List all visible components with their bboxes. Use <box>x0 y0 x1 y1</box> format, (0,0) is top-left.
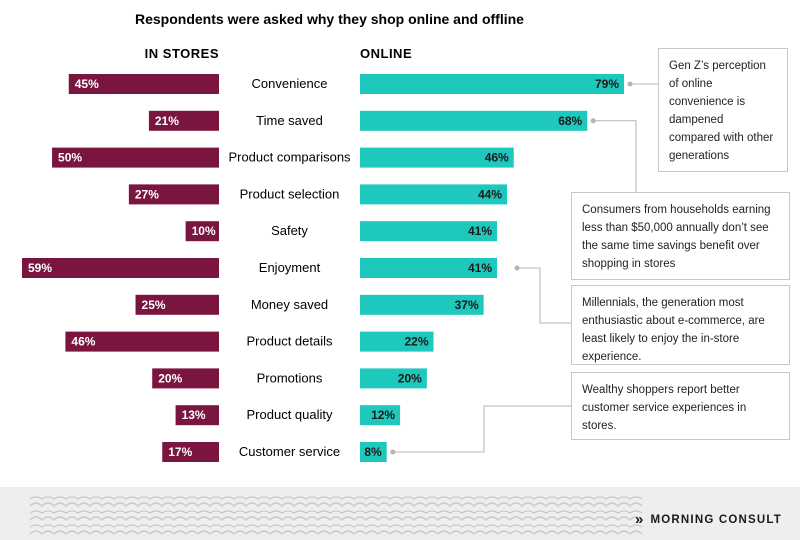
category-label: Customer service <box>239 444 340 459</box>
bar-online <box>360 405 401 426</box>
connector-line <box>593 120 637 192</box>
connector-line <box>517 267 571 324</box>
annotation-gen-z: Gen Z’s perception of online convenience… <box>658 48 788 172</box>
footer-pattern <box>29 496 643 535</box>
bar-in-stores <box>52 147 220 168</box>
category-label: Product details <box>247 334 333 349</box>
annotation-connectors <box>390 81 658 455</box>
bar-in-stores <box>128 184 219 205</box>
label-online: 46% <box>485 151 509 165</box>
connector-dot <box>590 118 596 124</box>
bar-in-stores <box>65 331 220 352</box>
category-label: Product quality <box>247 407 333 422</box>
wave-line <box>29 516 643 521</box>
category-label: Time saved <box>256 113 323 128</box>
label-in-stores: 13% <box>182 408 206 422</box>
wave-line <box>29 496 643 500</box>
bar-in-stores <box>175 405 219 426</box>
label-in-stores: 25% <box>142 298 166 312</box>
bar-in-stores <box>162 442 219 462</box>
label-online: 12% <box>371 408 395 422</box>
label-online: 68% <box>558 114 582 128</box>
label-online: 79% <box>595 77 619 91</box>
bar-online <box>360 442 387 462</box>
label-online: 41% <box>468 261 492 275</box>
label-in-stores: 10% <box>192 224 216 238</box>
connector-line <box>392 405 571 453</box>
brand-mark-icon: » <box>634 511 645 528</box>
chart-title: Respondents were asked why they shop onl… <box>135 11 524 27</box>
label-in-stores: 21% <box>155 114 179 128</box>
bar-in-stores <box>152 368 219 389</box>
category-label: Convenience <box>252 76 328 91</box>
category-label: Product selection <box>240 186 340 201</box>
label-in-stores: 20% <box>158 371 182 385</box>
label-in-stores: 59% <box>28 261 52 275</box>
label-online: 44% <box>478 187 502 201</box>
category-label: Money saved <box>251 297 328 312</box>
label-online: 20% <box>398 371 422 385</box>
bar-online <box>360 368 427 389</box>
wave-line <box>29 524 643 528</box>
bar-online <box>360 147 514 168</box>
bar-online <box>360 258 498 278</box>
footer: » MORNING CONSULT <box>0 487 800 540</box>
bar-in-stores <box>135 294 219 315</box>
label-online: 41% <box>468 224 492 238</box>
bar-in-stores <box>68 74 220 94</box>
bars: 45% 79% Convenience 21% 68% Time saved 50% 46% P… <box>22 74 624 462</box>
label-online: 37% <box>455 298 479 312</box>
bar-in-stores <box>22 258 219 278</box>
annotation-wealthy: Wealthy shoppers report better customer … <box>571 372 790 440</box>
bar-in-stores <box>148 110 219 131</box>
wave-line <box>29 530 643 535</box>
label-in-stores: 17% <box>168 445 192 459</box>
wave-line <box>29 502 643 507</box>
brand-name: MORNING CONSULT <box>650 513 782 526</box>
connector-dot <box>627 81 633 87</box>
bar-online <box>360 221 498 242</box>
bar-online <box>360 74 624 94</box>
wave-line <box>29 510 643 514</box>
label-online: 22% <box>404 335 428 349</box>
annotation-low-income: Consumers from households earning less t… <box>571 192 790 280</box>
category-label: Product comparisons <box>228 150 351 165</box>
bar-online <box>360 184 508 205</box>
category-label: Safety <box>271 223 308 238</box>
label-online: 8% <box>364 445 382 459</box>
category-label: Enjoyment <box>259 260 321 275</box>
annotation-millennials: Millennials, the generation most enthusi… <box>571 285 790 365</box>
legend-in-stores: IN STORES <box>145 46 219 61</box>
label-in-stores: 45% <box>75 77 99 91</box>
label-in-stores: 46% <box>71 335 95 349</box>
bar-online <box>360 331 434 352</box>
connector-dot <box>514 265 520 271</box>
bar-online <box>360 110 588 131</box>
connector-dot <box>390 449 396 455</box>
label-in-stores: 50% <box>58 151 82 165</box>
bar-online <box>360 294 484 315</box>
brand-logo: » MORNING CONSULT <box>635 511 782 528</box>
bar-in-stores <box>185 221 219 242</box>
category-label: Promotions <box>257 370 323 385</box>
label-in-stores: 27% <box>135 187 159 201</box>
chart: Respondents were asked why they shop onl… <box>22 11 658 462</box>
legend-online: ONLINE <box>360 46 412 61</box>
